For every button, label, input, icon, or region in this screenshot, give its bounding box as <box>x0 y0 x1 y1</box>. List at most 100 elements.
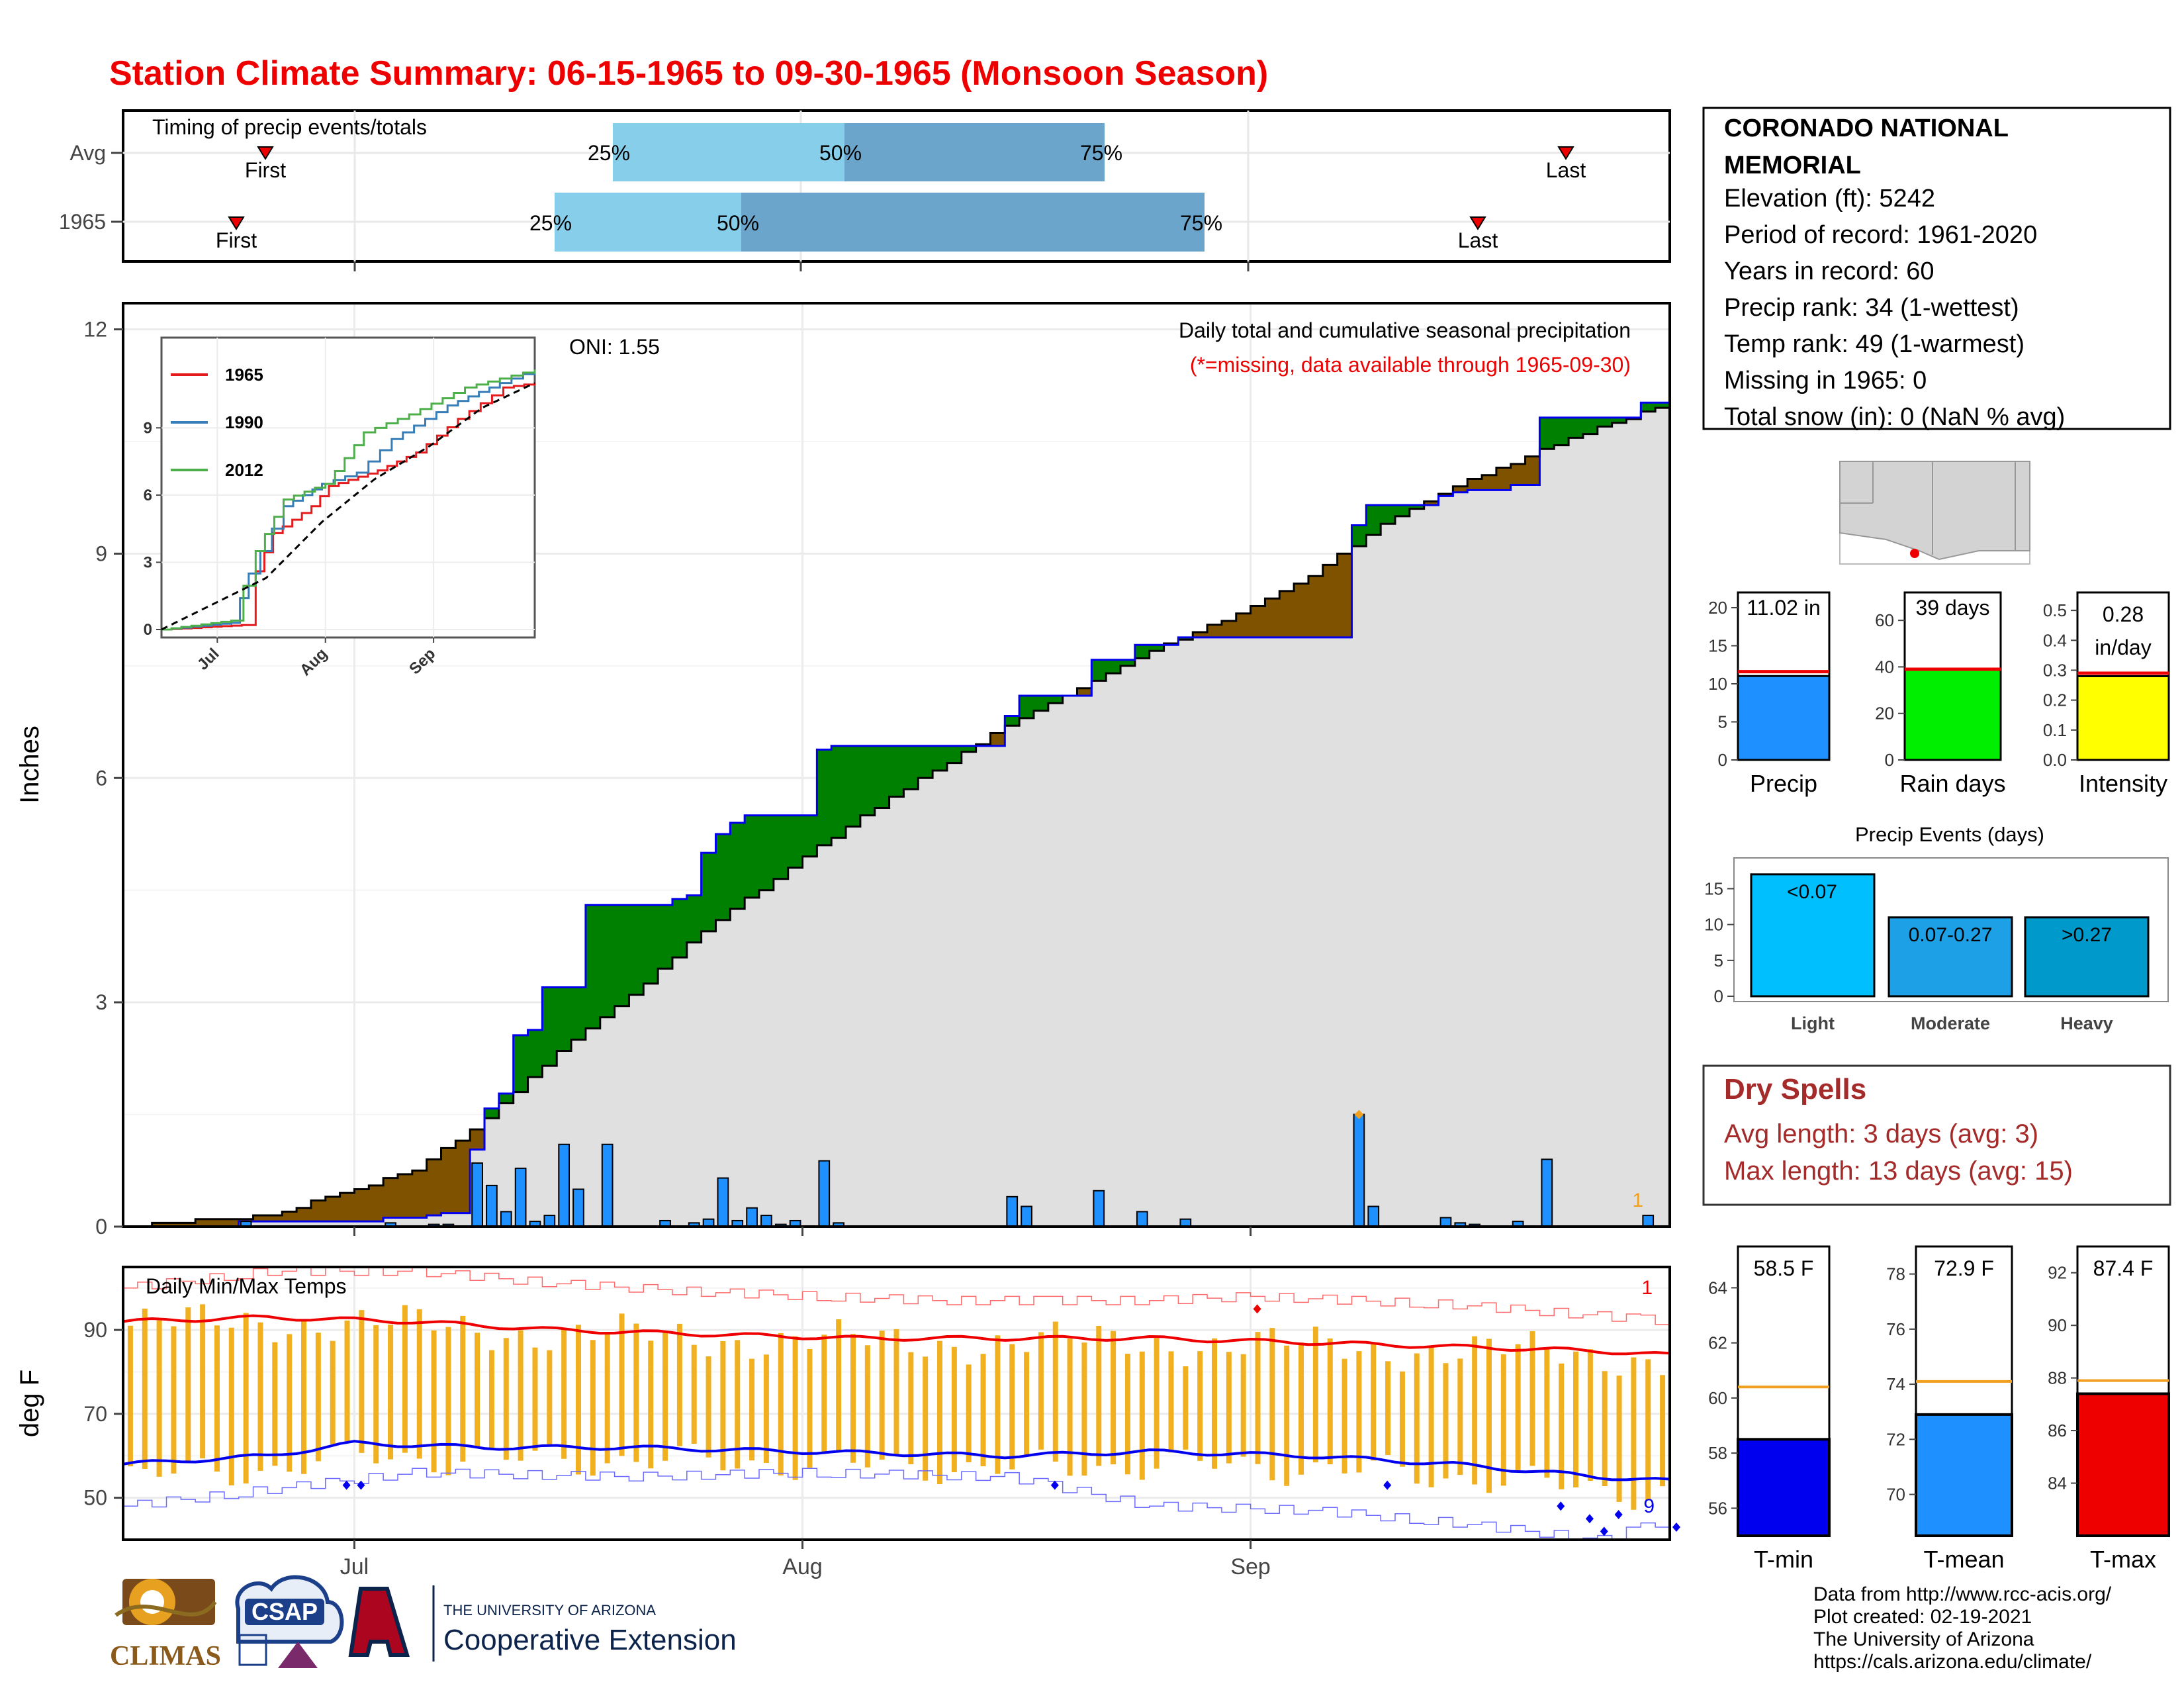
summary-bar-label: Precip <box>1750 770 1817 797</box>
below-normal-fill <box>310 1200 326 1222</box>
yr-last-label: Last <box>1458 228 1498 252</box>
above-normal-fill <box>1134 645 1150 659</box>
summary-ytick-label: 0.3 <box>2043 660 2067 680</box>
summary-ytick-label: 0.2 <box>2043 690 2067 710</box>
record-temp-marker-icon <box>1672 1522 1680 1532</box>
summary-ytick-label: 20 <box>1708 598 1727 618</box>
below-normal-fill <box>282 1211 297 1222</box>
avg-first-marker-icon <box>257 146 274 160</box>
above-normal-fill <box>498 1093 514 1103</box>
above-normal-fill <box>1381 504 1396 524</box>
climas-logo-text: CLIMAS <box>110 1641 221 1671</box>
daily-precip-bar <box>1093 1190 1105 1227</box>
events-bar-moderate <box>1888 916 2013 998</box>
temp-bar-label: T-min <box>1754 1546 1813 1573</box>
daily-precip-bar <box>1353 1113 1365 1227</box>
dry-spells-box: Dry Spells Avg length: 3 days (avg: 3) M… <box>1702 1064 2171 1206</box>
temp-ylabel: deg F <box>15 1370 44 1437</box>
above-normal-fill <box>759 815 774 890</box>
above-normal-fill <box>513 1035 529 1092</box>
temp-bar-ytick-label: 58 <box>1708 1443 1727 1463</box>
daily-precip-bar <box>572 1188 584 1227</box>
below-normal-fill <box>1467 479 1482 491</box>
temp-bar-ytick-label: 76 <box>1886 1319 1905 1339</box>
above-normal-fill <box>773 815 789 879</box>
timing-row-label-avg: Avg <box>69 141 106 165</box>
credit-line3: The University of Arizona <box>1813 1628 2034 1650</box>
avg-last-label: Last <box>1546 158 1586 182</box>
record-temp-marker-icon <box>1383 1480 1392 1490</box>
xtick-label-jul: Jul <box>340 1554 369 1579</box>
record-temp-marker-icon <box>357 1480 365 1490</box>
temp-bar-ytick-label: 92 <box>2048 1263 2067 1283</box>
temp-panel: 50 70 90 deg F Daily Min/Max Temps 1 9 Jul… <box>15 1266 1680 1579</box>
above-normal-fill <box>1554 417 1569 445</box>
daily-precip-bar <box>543 1215 556 1227</box>
events-bar-heavy <box>2024 916 2150 998</box>
oni-label: ONI: 1.55 <box>569 335 660 359</box>
temp-bar-ytick-label: 72 <box>1886 1429 1905 1449</box>
above-normal-fill <box>1005 716 1020 726</box>
events-bar-label: Heavy <box>2060 1013 2113 1033</box>
above-normal-fill <box>701 853 717 931</box>
summary-bar-intensity <box>2076 675 2170 761</box>
summary-ytick-label: 0 <box>1885 750 1894 770</box>
station-precip-rank: Precip rank: 34 (1-wettest) <box>1724 294 2019 322</box>
precip-ytick-label: 6 <box>95 766 107 790</box>
yr-25-50-bar <box>555 193 741 252</box>
below-normal-fill <box>1193 632 1208 637</box>
below-normal-fill <box>325 1196 341 1222</box>
temp-bar-t-mean <box>1915 1413 2013 1538</box>
below-normal-fill <box>990 733 1005 746</box>
temp-bar-value-label: 87.4 F <box>2093 1256 2154 1280</box>
avg-p50-label: 50% <box>819 141 862 165</box>
precip-missing-count: 1 <box>1632 1190 1643 1211</box>
record-temp-marker-icon <box>1050 1480 1059 1490</box>
record-temp-marker-icon <box>1600 1526 1608 1536</box>
temp-bar-ytick-label: 64 <box>1708 1278 1727 1297</box>
below-normal-fill <box>1236 613 1251 637</box>
daily-precip-bar <box>746 1207 758 1227</box>
below-normal-fill <box>1294 583 1309 637</box>
below-normal-fill <box>1221 621 1237 637</box>
station-name-line1: CORONADO NATIONAL <box>1724 115 2009 142</box>
temp-bar-ytick-label: 86 <box>2048 1421 2067 1440</box>
above-normal-fill <box>1366 504 1381 536</box>
station-period: Period of record: 1961-2020 <box>1724 221 2037 249</box>
inset-ytick-label: 6 <box>144 487 152 504</box>
above-normal-fill <box>817 749 832 845</box>
inset-series-2012 <box>161 369 536 631</box>
university-of-arizona-logo: THE UNIVERSITY OF ARIZONA Cooperative Ex… <box>348 1585 737 1662</box>
daily-precip-bar <box>1136 1211 1148 1228</box>
above-normal-fill <box>1091 659 1107 681</box>
temp-ytick-label: 70 <box>83 1402 107 1426</box>
above-normal-fill <box>1019 696 1034 718</box>
precip-title: Daily total and cumulative seasonal prec… <box>1179 318 1631 342</box>
timing-panel: Timing of precip events/totals 25% 50% 7… <box>59 109 1671 271</box>
below-normal-fill <box>1279 590 1295 637</box>
above-normal-fill <box>918 745 933 778</box>
below-normal-fill <box>267 1215 283 1222</box>
inset-legend-label: 2012 <box>225 460 263 480</box>
temp-bar-value-label: 58.5 F <box>1754 1256 1814 1280</box>
precip-events-title: Precip Events (days) <box>1855 823 2044 846</box>
above-normal-fill <box>629 905 644 995</box>
summary-ytick-label: 0.0 <box>2043 750 2067 770</box>
above-normal-fill <box>730 823 745 909</box>
below-normal-fill <box>238 1219 254 1222</box>
precip-ytick-label: 12 <box>83 318 107 342</box>
yr-p50-label: 50% <box>717 211 759 235</box>
temp-bar-ytick-label: 84 <box>2048 1474 2067 1493</box>
below-normal-fill <box>1077 688 1092 696</box>
precip-ylabel: Inches <box>15 726 44 804</box>
timing-heading: Timing of precip events/totals <box>152 115 427 139</box>
climas-logo: CLIMAS <box>110 1579 221 1671</box>
below-normal-fill <box>397 1174 413 1218</box>
precip-missing-note: (*=missing, data available through 1965-… <box>1190 353 1631 377</box>
below-normal-fill <box>195 1219 210 1227</box>
below-normal-fill <box>1250 606 1266 637</box>
avg-last-marker-icon <box>1557 146 1574 160</box>
daily-precip-bar <box>1541 1158 1553 1228</box>
events-ytick-label: 0 <box>1714 986 1723 1006</box>
temp-bar-ytick-label: 88 <box>2048 1368 2067 1388</box>
